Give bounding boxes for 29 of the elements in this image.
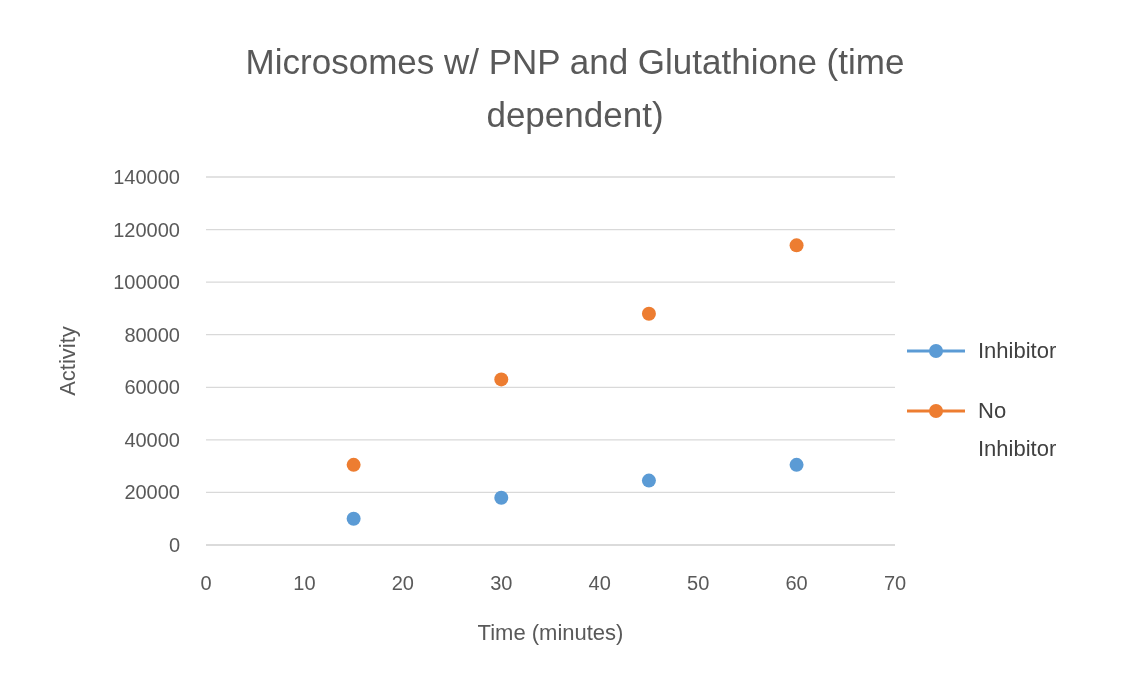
- y-tick-label: 40000: [124, 428, 180, 451]
- x-tick-label: 50: [687, 572, 710, 594]
- y-tick-label: 80000: [124, 323, 180, 346]
- y-tick-label: 20000: [124, 481, 180, 504]
- point: [346, 457, 361, 472]
- point: [789, 457, 804, 472]
- legend-label: No Inhibitor: [978, 398, 1057, 461]
- x-tick-label: 0: [200, 572, 212, 594]
- y-axis-title: Activity: [55, 326, 80, 396]
- x-tick-label: 10: [293, 572, 316, 594]
- chart-title: Microsomes w/ PNP and Glutathione (time dependent): [245, 42, 905, 134]
- point: [641, 306, 656, 321]
- y-tick-label: 120000: [113, 218, 180, 241]
- x-tick-label: 70: [883, 572, 907, 594]
- y-tick-label: 0: [168, 534, 180, 556]
- y-tick-label: 100000: [113, 271, 180, 294]
- point: [494, 372, 509, 387]
- y-tick-label: 60000: [124, 376, 180, 399]
- point: [789, 238, 804, 253]
- x-tick-label: 40: [588, 572, 611, 594]
- point: [346, 511, 361, 526]
- x-tick-label: 60: [785, 572, 808, 594]
- point: [641, 473, 656, 488]
- x-tick-label: 30: [490, 572, 513, 594]
- y-tick-label: 140000: [113, 166, 180, 188]
- point: [494, 490, 509, 505]
- x-tick-label: 20: [391, 572, 414, 594]
- legend-label: Inhibitor: [978, 338, 1057, 363]
- x-axis-title: Time (minutes): [477, 620, 624, 645]
